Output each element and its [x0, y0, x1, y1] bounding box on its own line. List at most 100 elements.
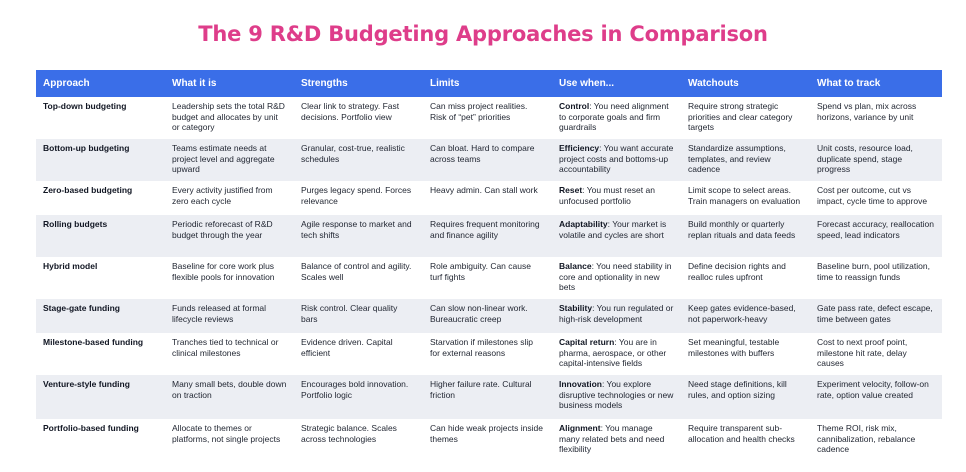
- cell-watchouts: Need stage definitions, kill rules, and …: [681, 375, 810, 419]
- cell-approach: Hybrid model: [36, 257, 165, 299]
- cell-what-it-is: Every activity justified from zero each …: [165, 181, 294, 215]
- cell-what-to-track: Experiment velocity, follow-on rate, opt…: [810, 375, 942, 419]
- cell-limits: Higher failure rate. Cultural friction: [423, 375, 552, 419]
- cell-what-to-track: Cost to next proof point, milestone hit …: [810, 333, 942, 375]
- cell-strengths-text: Clear link to strategy. Fast decisions. …: [301, 101, 400, 122]
- cell-use-when: Balance: You need stability in core and …: [552, 257, 681, 299]
- cell-limits-text: Heavy admin. Can stall work: [430, 185, 538, 195]
- cell-limits-text: Can slow non-linear work. Bureaucratic c…: [430, 303, 528, 324]
- cell-use-when: Capital return: You are in pharma, aeros…: [552, 333, 681, 375]
- cell-use-when-text: Innovation: You explore disruptive techn…: [559, 379, 674, 411]
- table-row: Rolling budgets Periodic reforecast of R&…: [36, 215, 942, 257]
- cell-approach: Top-down budgeting: [36, 97, 165, 139]
- table-row: Top-down budgeting Leadership sets the to…: [36, 97, 942, 139]
- cell-limits-text: Can hide weak projects inside themes: [430, 423, 543, 444]
- cell-watchouts: Require strong strategic priorities and …: [681, 97, 810, 139]
- cell-watchouts: Require transparent sub-allocation and h…: [681, 419, 810, 461]
- use-when-keyword: Control: [559, 101, 590, 111]
- cell-limits-text: Can bloat. Hard to compare across teams: [430, 143, 535, 164]
- table-row: Portfolio-based funding Allocate to theme…: [36, 419, 942, 461]
- cell-watchouts-text: Standardize assumptions, templates, and …: [688, 143, 786, 174]
- cell-watchouts-text: Define decision rights and realloc rules…: [688, 261, 786, 282]
- use-when-description: : You need alignment to corporate goals …: [559, 101, 669, 132]
- table-row: Milestone-based funding Tranches tied to …: [36, 333, 942, 375]
- cell-what-it-is: Teams estimate needs at project level an…: [165, 139, 294, 181]
- cell-strengths-text: Strategic balance. Scales across technol…: [301, 423, 397, 444]
- cell-use-when: Control: You need alignment to corporate…: [552, 97, 681, 139]
- cell-use-when: Alignment: You manage many related bets …: [552, 419, 681, 461]
- cell-limits-text: Role ambiguity. Can cause turf fights: [430, 261, 531, 282]
- cell-strengths: Strategic balance. Scales across technol…: [294, 419, 423, 461]
- cell-use-when-text: Alignment: You manage many related bets …: [559, 423, 674, 455]
- cell-approach-text: Rolling budgets: [43, 219, 108, 229]
- cell-watchouts-text: Limit scope to select areas. Train manag…: [688, 185, 801, 206]
- cell-approach: Zero-based budgeting: [36, 181, 165, 215]
- cell-what-it-is-text: Every activity justified from zero each …: [172, 185, 273, 206]
- use-when-keyword: Efficiency: [559, 143, 600, 153]
- cell-watchouts: Limit scope to select areas. Train manag…: [681, 181, 810, 215]
- use-when-keyword: Capital return: [559, 337, 615, 347]
- cell-strengths-text: Granular, cost-true, realistic schedules: [301, 143, 405, 164]
- cell-strengths-text: Risk control. Clear quality bars: [301, 303, 398, 324]
- table-row: Stage-gate funding Funds released at form…: [36, 299, 942, 333]
- header-limits: Limits: [423, 70, 552, 97]
- cell-what-to-track-text: Spend vs plan, mix across horizons, vari…: [817, 101, 917, 122]
- use-when-description: : You need stability in core and optiona…: [559, 261, 672, 292]
- cell-watchouts: Define decision rights and realloc rules…: [681, 257, 810, 299]
- cell-strengths: Agile response to market and tech shifts: [294, 215, 423, 257]
- cell-use-when: Reset: You must reset an unfocused portf…: [552, 181, 681, 215]
- cell-strengths-text: Purges legacy spend. Forces relevance: [301, 185, 412, 206]
- cell-approach-text: Zero-based budgeting: [43, 185, 133, 195]
- cell-strengths: Encourages bold innovation. Portfolio lo…: [294, 375, 423, 419]
- cell-strengths-text: Balance of control and agility. Scales w…: [301, 261, 412, 282]
- cell-limits: Starvation if milestones slip for extern…: [423, 333, 552, 375]
- cell-limits-text: Requires frequent monitoring and finance…: [430, 219, 540, 240]
- cell-approach-text: Top-down budgeting: [43, 101, 127, 111]
- cell-approach-text: Hybrid model: [43, 261, 98, 271]
- cell-what-to-track-text: Cost per outcome, cut vs impact, cycle t…: [817, 185, 928, 206]
- cell-what-to-track-text: Forecast accuracy, reallocation speed, l…: [817, 219, 935, 240]
- cell-watchouts-text: Keep gates evidence-based, not paperwork…: [688, 303, 796, 324]
- cell-what-it-is: Funds released at formal lifecycle revie…: [165, 299, 294, 333]
- cell-what-to-track-text: Gate pass rate, defect escape, time betw…: [817, 303, 933, 324]
- header-approach: Approach: [36, 70, 165, 97]
- cell-what-to-track: Theme ROI, risk mix, cannibalization, re…: [810, 419, 942, 461]
- use-when-description: : You explore disruptive technologies or…: [559, 379, 674, 410]
- header-what-it-is: What it is: [165, 70, 294, 97]
- use-when-keyword: Stability: [559, 303, 593, 313]
- page-title: The 9 R&D Budgeting Approaches in Compar…: [198, 22, 768, 46]
- use-when-keyword: Innovation: [559, 379, 602, 389]
- cell-strengths: Purges legacy spend. Forces relevance: [294, 181, 423, 215]
- cell-what-it-is-text: Tranches tied to technical or clinical m…: [172, 337, 279, 358]
- use-when-keyword: Adaptability: [559, 219, 608, 229]
- cell-what-it-is-text: Periodic reforecast of R&D budget throug…: [172, 219, 273, 240]
- cell-what-it-is: Tranches tied to technical or clinical m…: [165, 333, 294, 375]
- cell-use-when-text: Control: You need alignment to corporate…: [559, 101, 674, 133]
- use-when-keyword: Reset: [559, 185, 583, 195]
- cell-strengths: Risk control. Clear quality bars: [294, 299, 423, 333]
- cell-what-to-track: Unit costs, resource load, duplicate spe…: [810, 139, 942, 181]
- use-when-description: : Your market is volatile and cycles are…: [559, 219, 667, 240]
- cell-strengths: Granular, cost-true, realistic schedules: [294, 139, 423, 181]
- cell-use-when-text: Adaptability: Your market is volatile an…: [559, 219, 674, 240]
- use-when-description: : You are in pharma, aerospace, or other…: [559, 337, 667, 368]
- use-when-description: : You run regulated or high-risk develop…: [559, 303, 674, 324]
- cell-use-when: Stability: You run regulated or high-ris…: [552, 299, 681, 333]
- table-row: Bottom-up budgeting Teams estimate needs …: [36, 139, 942, 181]
- cell-what-to-track: Gate pass rate, defect escape, time betw…: [810, 299, 942, 333]
- cell-limits: Heavy admin. Can stall work: [423, 181, 552, 215]
- use-when-keyword: Balance: [559, 261, 592, 271]
- cell-what-it-is-text: Many small bets, double down on traction: [172, 379, 287, 400]
- cell-strengths-text: Agile response to market and tech shifts: [301, 219, 412, 240]
- cell-approach-text: Stage-gate funding: [43, 303, 120, 313]
- cell-what-it-is: Baseline for core work plus flexible poo…: [165, 257, 294, 299]
- cell-use-when: Innovation: You explore disruptive techn…: [552, 375, 681, 419]
- cell-use-when-text: Reset: You must reset an unfocused portf…: [559, 185, 674, 206]
- cell-watchouts: Build monthly or quarterly replan ritual…: [681, 215, 810, 257]
- cell-limits-text: Higher failure rate. Cultural friction: [430, 379, 532, 400]
- cell-strengths: Balance of control and agility. Scales w…: [294, 257, 423, 299]
- cell-use-when: Adaptability: Your market is volatile an…: [552, 215, 681, 257]
- header-use-when: Use when...: [552, 70, 681, 97]
- cell-what-to-track-text: Experiment velocity, follow-on rate, opt…: [817, 379, 929, 400]
- cell-what-to-track: Baseline burn, pool utilization, time to…: [810, 257, 942, 299]
